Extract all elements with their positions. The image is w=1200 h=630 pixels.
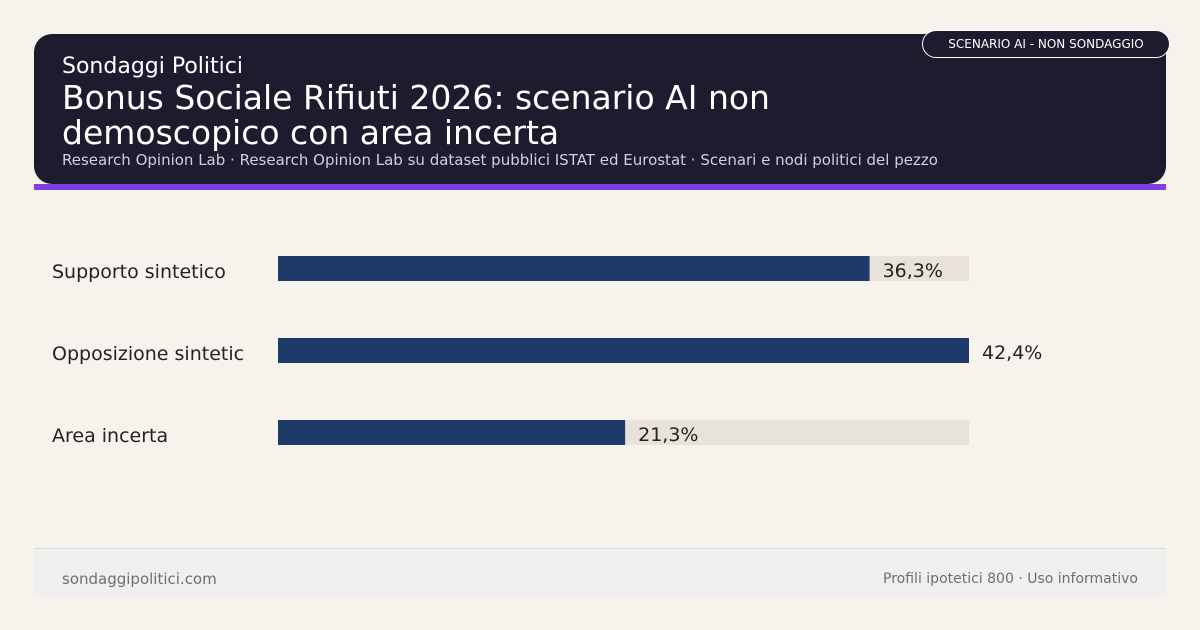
data-label: 21,3% (638, 424, 698, 446)
bar-track (278, 338, 969, 363)
header-accent-rule (34, 184, 1166, 190)
page-title: Bonus Sociale Rifiuti 2026: scenario AI … (62, 78, 770, 152)
bar (278, 338, 969, 363)
bar (278, 420, 626, 445)
page-subtitle: Research Opinion Lab · Research Opinion … (62, 151, 938, 169)
category-label: Supporto sintetico (52, 261, 226, 283)
footer-note: Profili ipotetici 800 · Uso informativo (883, 571, 1138, 587)
scenario-badge: SCENARIO AI - NON SONDAGGIO (922, 30, 1170, 58)
kicker: Sondaggi Politici (62, 54, 243, 79)
bar (278, 256, 870, 281)
data-label: 42,4% (982, 342, 1042, 364)
bar-track (278, 420, 969, 445)
category-label: Area incerta (52, 425, 168, 447)
data-label: 36,3% (883, 260, 943, 282)
category-label: Opposizione sintetic (52, 343, 244, 365)
bar-track (278, 256, 969, 281)
footer-site: sondaggipolitici.com (62, 570, 217, 588)
header-panel: Sondaggi Politici Bonus Sociale Rifiuti … (34, 34, 1166, 184)
footer: sondaggipolitici.com Profili ipotetici 8… (34, 548, 1166, 597)
